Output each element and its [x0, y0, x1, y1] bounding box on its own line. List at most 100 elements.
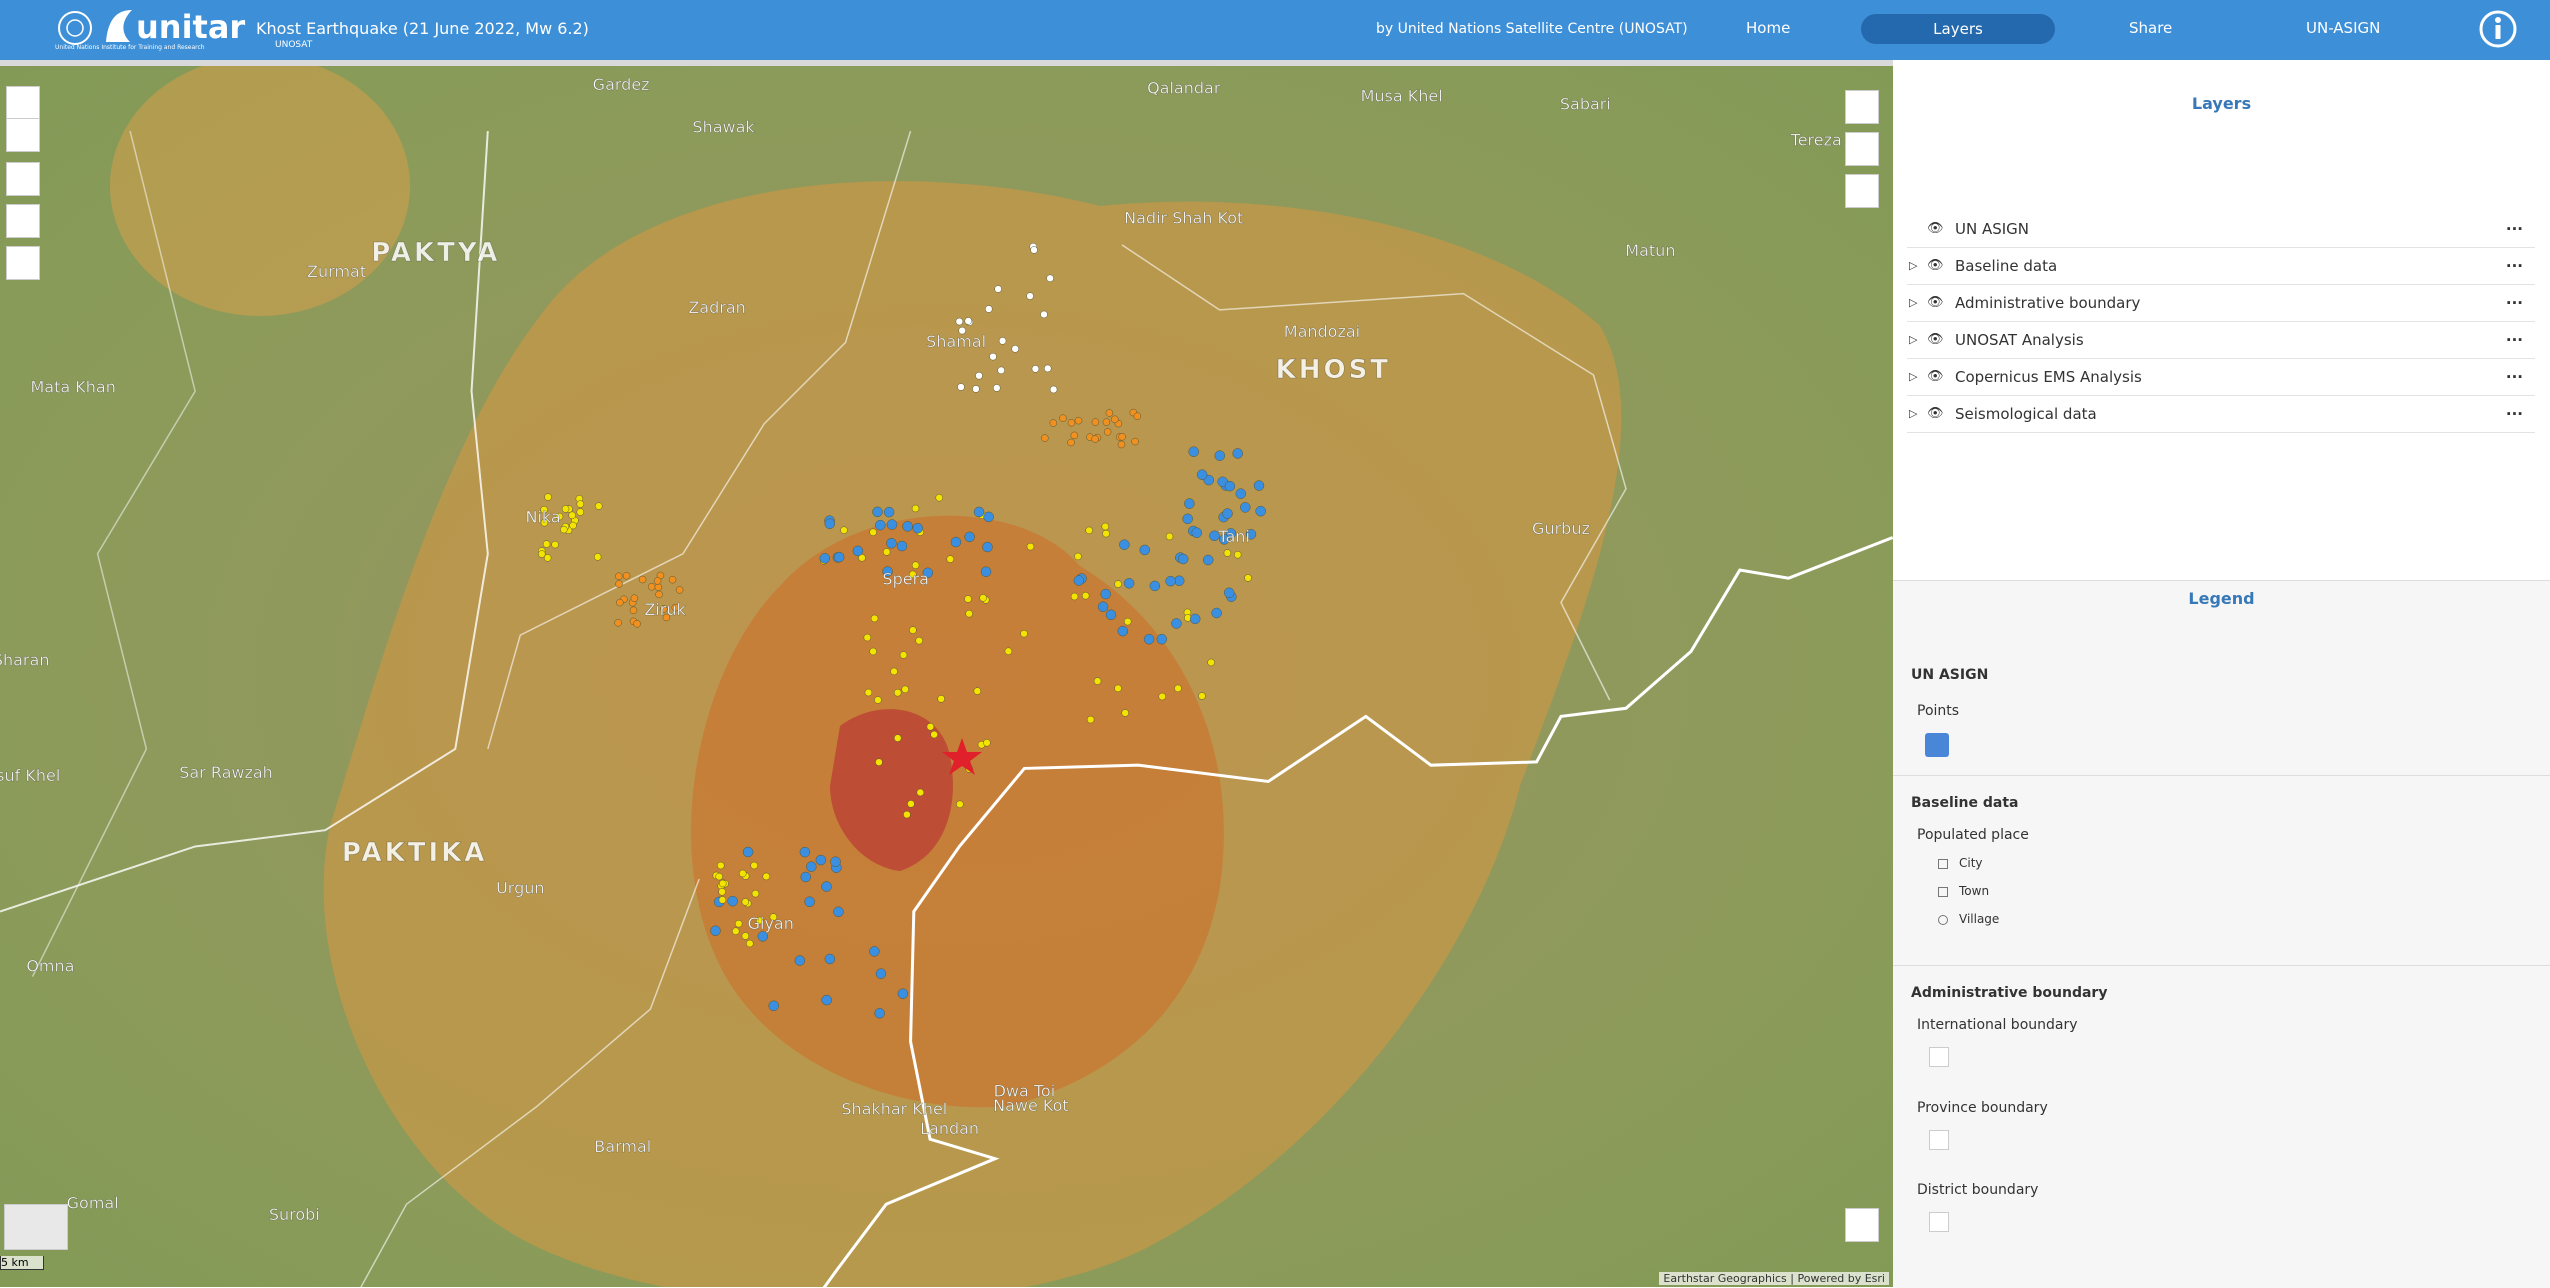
damage-point — [1184, 498, 1195, 509]
damage-point — [675, 586, 684, 594]
damage-point — [794, 955, 806, 966]
damage-point — [1041, 434, 1049, 442]
damage-point — [1232, 448, 1243, 459]
logo-text: unitar — [136, 8, 246, 46]
damage-point — [1093, 677, 1102, 685]
layer-row[interactable]: ▷ 👁 ··· Baseline data — [1907, 248, 2535, 285]
place-label: Matun — [1625, 241, 1675, 260]
search-button[interactable] — [1845, 90, 1879, 124]
home-button[interactable] — [6, 162, 40, 196]
damage-point — [540, 505, 548, 514]
damage-point — [1171, 618, 1182, 629]
damage-point — [746, 939, 754, 948]
legend-item: International boundary — [1917, 1017, 2078, 1033]
damage-point — [1026, 542, 1035, 551]
damage-point — [1097, 601, 1109, 612]
nav-item[interactable]: UN-ASIGN — [2306, 19, 2381, 37]
nav-item[interactable]: Share — [2129, 19, 2173, 37]
boundary-line — [822, 536, 1893, 1287]
un-logo — [58, 11, 92, 45]
zoom-out[interactable] — [6, 118, 40, 152]
damage-point — [738, 869, 747, 878]
damage-point — [561, 505, 570, 513]
nav-item-active[interactable]: Layers — [1861, 14, 2055, 44]
zoom-in[interactable] — [6, 86, 40, 120]
place-label: Tereza — [1790, 130, 1842, 149]
damage-point — [997, 366, 1005, 375]
legend-title: Legend — [2188, 589, 2255, 608]
fullscreen-button[interactable] — [1845, 1208, 1879, 1242]
damage-point — [1114, 580, 1122, 588]
damage-point — [1165, 532, 1174, 541]
damage-point — [633, 620, 641, 628]
damage-point — [935, 493, 943, 502]
layer-row[interactable]: 👁 ··· UN ASIGN — [1907, 211, 2535, 248]
damage-point — [875, 758, 883, 766]
damage-point — [1117, 440, 1126, 449]
damage-point — [756, 916, 764, 925]
region-label: PAKTYA — [371, 238, 500, 268]
nav-item[interactable]: Home — [1746, 19, 1791, 37]
damage-point — [1070, 431, 1079, 440]
damage-point — [732, 927, 740, 935]
boundaries — [0, 130, 1893, 1287]
layer-row[interactable]: ▷ 👁 ··· Copernicus EMS Analysis — [1907, 359, 2535, 396]
damage-point — [1070, 592, 1079, 601]
logo-sub: United Nations Institute for Training an… — [55, 44, 205, 51]
locate-button[interactable] — [6, 204, 40, 238]
damage-point — [1049, 419, 1058, 427]
damage-point — [1111, 415, 1119, 424]
damage-point — [1030, 246, 1038, 254]
info-button[interactable] — [2478, 9, 2518, 49]
place-label: Sharan — [0, 651, 49, 670]
damage-point — [1158, 692, 1166, 701]
damage-point — [1085, 526, 1093, 535]
damage-point — [926, 722, 935, 731]
damage-point — [1133, 412, 1142, 420]
damage-point — [741, 932, 750, 940]
legend-symbol — [1929, 1047, 1949, 1067]
overview-map[interactable] — [4, 1204, 68, 1250]
damage-point — [718, 896, 727, 904]
damage-point — [980, 566, 992, 577]
layer-row[interactable]: ▷ 👁 ··· Seismological data — [1907, 396, 2535, 433]
place-label: Nika — [525, 508, 560, 527]
place-label: Spera — [882, 569, 929, 588]
legend-item: Province boundary — [1917, 1100, 2048, 1116]
map[interactable]: Gardez Shawak Qalandar Musa Khel Sabari Terez… — [0, 60, 1893, 1287]
legend-symbol — [1929, 1212, 1949, 1232]
legend-symbol — [1938, 915, 1948, 925]
place-label: Shawak — [692, 117, 755, 136]
damage-point — [629, 606, 638, 615]
compass[interactable] — [6, 246, 40, 280]
map-canvas[interactable]: Gardez Shawak Qalandar Musa Khel Sabari Terez… — [0, 66, 1893, 1287]
damage-point — [937, 695, 945, 703]
damage-point — [718, 888, 726, 896]
damage-point — [965, 609, 973, 618]
damage-point — [751, 889, 760, 898]
damage-point — [576, 508, 585, 516]
measure-button[interactable] — [1845, 174, 1879, 208]
damage-point — [1040, 310, 1048, 319]
layer-row[interactable]: ▷ 👁 ··· Administrative boundary — [1907, 285, 2535, 322]
layer-name: Copernicus EMS Analysis — [1955, 368, 2142, 386]
damage-point — [911, 504, 920, 513]
legend-item: City — [1959, 856, 1983, 870]
epicenter — [942, 738, 982, 775]
damage-point — [1131, 437, 1139, 446]
damage-point — [1102, 529, 1110, 538]
app-title: Khost Earthquake (21 June 2022, Mw 6.2) — [256, 19, 589, 38]
damage-point — [1165, 575, 1176, 587]
damage-point — [973, 687, 982, 695]
damage-point — [1049, 385, 1058, 394]
damage-point — [671, 603, 680, 612]
damage-point — [1214, 450, 1226, 461]
damage-point — [717, 861, 725, 870]
damage-point — [615, 572, 623, 580]
basemap-button[interactable] — [1845, 132, 1879, 166]
damage-point — [1081, 591, 1090, 600]
layer-row[interactable]: ▷ 👁 ··· UNOSAT Analysis — [1907, 322, 2535, 359]
place-label: Dwa Toi — [994, 1082, 1056, 1101]
damage-point — [1224, 480, 1236, 492]
region-label: KHOST — [1276, 355, 1391, 385]
